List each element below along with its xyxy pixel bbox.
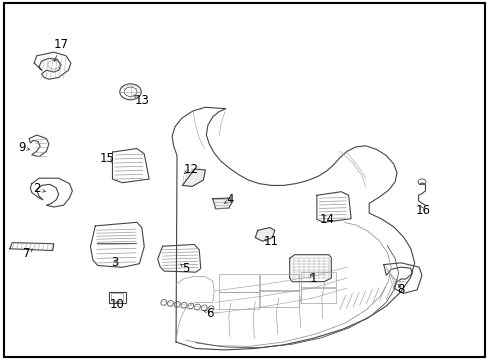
Text: 3: 3 xyxy=(111,256,119,269)
Text: 2: 2 xyxy=(33,183,41,195)
Text: 9: 9 xyxy=(18,141,26,154)
Text: 11: 11 xyxy=(264,235,278,248)
Polygon shape xyxy=(255,228,274,241)
Text: 15: 15 xyxy=(100,152,115,165)
Text: 4: 4 xyxy=(225,193,233,206)
Bar xyxy=(111,293,123,301)
Text: 10: 10 xyxy=(110,298,124,311)
Polygon shape xyxy=(212,198,231,209)
Text: 13: 13 xyxy=(134,94,149,107)
Text: 5: 5 xyxy=(182,262,189,275)
Text: 1: 1 xyxy=(308,273,316,285)
Text: 16: 16 xyxy=(415,204,429,217)
Text: 17: 17 xyxy=(54,39,68,51)
Bar xyxy=(108,292,126,303)
Text: 8: 8 xyxy=(396,283,404,296)
Text: 14: 14 xyxy=(320,213,334,226)
Polygon shape xyxy=(182,169,205,186)
Text: 7: 7 xyxy=(23,247,31,260)
Text: 12: 12 xyxy=(183,163,198,176)
Text: 6: 6 xyxy=(206,307,214,320)
